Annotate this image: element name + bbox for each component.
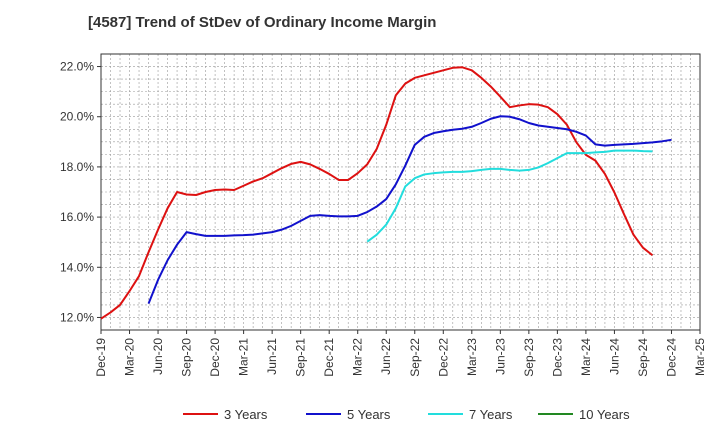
- x-tick-label: Jun-23: [493, 338, 507, 375]
- x-tick-label: Mar-24: [579, 338, 593, 376]
- x-tick-label: Dec-24: [664, 338, 678, 377]
- x-tick-label: Dec-22: [436, 338, 450, 377]
- series-lines: [100, 66, 672, 320]
- x-tick-label: Mar-22: [351, 338, 365, 376]
- x-tick-label: Jun-21: [265, 338, 279, 375]
- legend-label: 3 Years: [224, 407, 268, 422]
- x-tick-label: Sep-24: [636, 338, 650, 377]
- y-tick-label: 16.0%: [60, 210, 94, 224]
- x-tick-label: Sep-22: [408, 338, 422, 377]
- x-tick-label: Mar-23: [465, 338, 479, 376]
- grid: [101, 54, 700, 330]
- plot-frame: [100, 53, 701, 331]
- series-line-3-years: [100, 66, 654, 320]
- y-tick-label: 20.0%: [60, 110, 94, 124]
- legend-label: 7 Years: [469, 407, 513, 422]
- x-tick-label: Mar-25: [693, 338, 707, 376]
- x-tick-label: Mar-20: [123, 338, 137, 376]
- legend-label: 5 Years: [347, 407, 391, 422]
- x-tick-label: Jun-24: [607, 338, 621, 375]
- x-tick-label: Mar-21: [237, 338, 251, 376]
- x-tick-label: Dec-21: [322, 338, 336, 377]
- x-tick-label: Dec-23: [550, 338, 564, 377]
- x-tick-label: Sep-21: [294, 338, 308, 377]
- x-tick-label: Sep-20: [180, 338, 194, 377]
- legend: 3 Years 5 Years 7 Years 10 Years: [183, 407, 630, 422]
- series-line-5-years: [147, 115, 672, 305]
- x-tick-label: Sep-23: [522, 338, 536, 377]
- x-tick-label: Jun-20: [151, 338, 165, 375]
- legend-label: 10 Years: [579, 407, 630, 422]
- series-line-7-years: [366, 149, 653, 243]
- axes: 12.0% 14.0% 16.0% 18.0% 20.0% 22.0% Dec-19 Mar-…: [60, 53, 707, 377]
- y-tick-label: 12.0%: [60, 310, 94, 324]
- y-tick-label: 14.0%: [60, 260, 94, 274]
- y-tick-label: 22.0%: [60, 60, 94, 74]
- chart-title: [4587] Trend of StDev of Ordinary Income…: [88, 14, 437, 31]
- x-tick-label: Jun-22: [379, 338, 393, 375]
- y-tick-label: 18.0%: [60, 160, 94, 174]
- x-tick-label: Dec-20: [208, 338, 222, 377]
- x-tick-label: Dec-19: [94, 338, 108, 377]
